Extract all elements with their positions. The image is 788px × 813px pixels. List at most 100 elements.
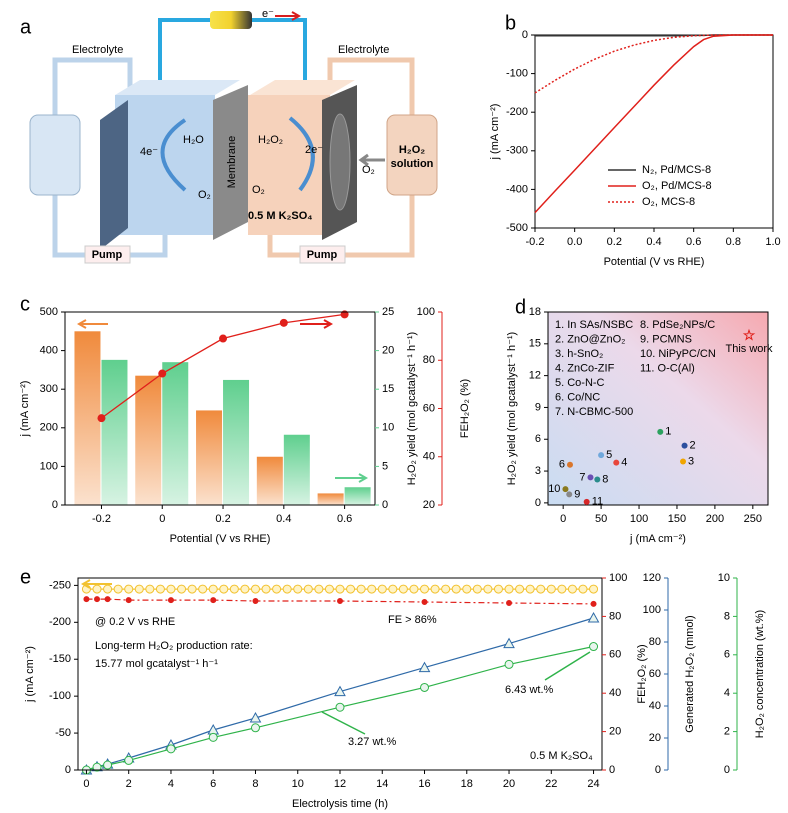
legend-label: 8. PdSe₂NPs/C (640, 319, 715, 331)
y-tick-label: 80 (423, 354, 435, 366)
marker (219, 334, 228, 343)
marker (566, 491, 573, 498)
marker (346, 584, 356, 594)
axis-arrow (80, 579, 112, 589)
marker (92, 762, 102, 772)
y-tick-label: 5 (382, 460, 388, 472)
marker (134, 584, 144, 594)
legend-label: 5. Co-N-C (555, 377, 605, 389)
marker (83, 596, 90, 603)
bar (196, 410, 223, 505)
pump (299, 245, 346, 264)
x-tick-label: 24 (587, 778, 599, 790)
marker (594, 476, 601, 483)
plot-frame (64, 311, 376, 506)
marker (583, 498, 590, 505)
y-axis-label: H₂O₂ yield (mol gcatalyst⁻¹ h⁻¹) (506, 332, 518, 485)
x-tick-label: -0.2 (526, 236, 545, 248)
y-tick-label: 4 (724, 687, 730, 699)
x-tick-label: 18 (461, 778, 473, 790)
y-tick-label: 0 (382, 499, 388, 511)
marker (578, 584, 588, 594)
marker (506, 599, 513, 606)
species: 4e⁻ (140, 146, 158, 158)
marker (418, 661, 431, 673)
x-tick-label: 1.0 (765, 236, 780, 248)
marker (590, 600, 597, 607)
x-tick-label: 150 (668, 513, 686, 525)
marker (504, 659, 514, 669)
point-label: 5 (606, 449, 612, 461)
marker (483, 584, 493, 594)
marker (155, 584, 165, 594)
legend-label: 4. ZnCo-ZIF (555, 362, 615, 374)
marker (158, 369, 167, 378)
x-tick-label: 10 (292, 778, 304, 790)
marker (240, 584, 250, 594)
y-tick-label: 2 (724, 726, 730, 738)
x-tick-label: 16 (418, 778, 430, 790)
x-axis-label: Electrolysis time (h) (292, 798, 388, 810)
point-label: 1 (665, 426, 671, 438)
marker (166, 744, 176, 754)
tube (52, 195, 168, 258)
y-tick-label: 0 (522, 29, 528, 41)
marker (409, 584, 419, 594)
marker (557, 584, 567, 594)
marker (145, 584, 155, 594)
x-tick-label: 0 (560, 513, 566, 525)
series-line (534, 34, 773, 94)
species: O₂ (362, 164, 375, 176)
axis-arrow (300, 319, 334, 329)
reaction-arrow (160, 118, 187, 192)
marker (441, 584, 451, 594)
y-tick-label: 60 (609, 649, 621, 661)
species: H₂O (183, 134, 204, 146)
marker (282, 584, 292, 594)
x-tick-label: 0.0 (567, 236, 582, 248)
y-tick-label: -150 (49, 653, 71, 665)
marker (567, 461, 573, 468)
bar (317, 493, 344, 505)
y-tick-label: 6 (535, 433, 541, 445)
y-tick-label: 40 (649, 700, 661, 712)
marker (681, 442, 688, 449)
tube (327, 57, 415, 115)
marker (303, 584, 313, 594)
x-tick-label: 6 (210, 778, 216, 790)
point-label: 7 (579, 471, 585, 483)
y-tick-label: 20 (423, 499, 435, 511)
point-label: 10 (548, 483, 560, 495)
marker (92, 584, 102, 594)
point-label: 6 (559, 459, 565, 471)
x-tick-label: 0 (159, 513, 165, 525)
bar (256, 456, 283, 505)
y-tick-label: -300 (506, 145, 528, 157)
marker (493, 584, 503, 594)
marker (562, 486, 569, 493)
annotation: @ 0.2 V vs RHE (95, 616, 175, 628)
marker (742, 328, 756, 341)
y-tick-label: 12 (529, 370, 541, 382)
x-tick-label: 2 (126, 778, 132, 790)
x-axis-label: j (mA cm⁻²) (629, 533, 686, 545)
species: 0.5 M K₂SO₄ (248, 210, 313, 222)
y-axis-label: j (mA cm⁻²) (24, 646, 36, 703)
y-tick-label: 18 (529, 306, 541, 318)
marker (546, 584, 556, 594)
marker (587, 474, 594, 481)
annotation: 0.5 M K₂SO₄ (530, 750, 593, 762)
y-tick-label: 8 (724, 610, 730, 622)
legend-label: 1. In SAs/NSBC (555, 319, 633, 331)
y-tick-label: 0 (724, 764, 730, 776)
point-label: 8 (602, 473, 608, 485)
x-tick-label: 200 (706, 513, 724, 525)
marker (97, 414, 106, 423)
marker (657, 428, 664, 435)
marker (94, 596, 101, 603)
annotation: Long-term H₂O₂ production rate: (95, 640, 253, 652)
marker (462, 584, 472, 594)
y-tick-label: 25 (382, 306, 394, 318)
y-tick-label: 200 (40, 422, 58, 434)
x-tick-label: 100 (630, 513, 648, 525)
